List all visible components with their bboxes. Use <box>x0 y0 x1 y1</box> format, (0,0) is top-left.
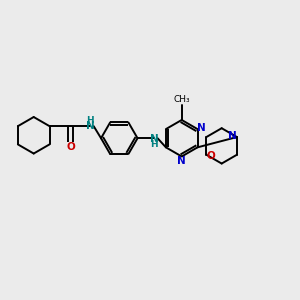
Text: N: N <box>86 121 94 131</box>
Text: N: N <box>150 134 158 143</box>
Text: O: O <box>66 142 75 152</box>
Text: O: O <box>206 151 215 161</box>
Text: N: N <box>177 156 186 166</box>
Text: H: H <box>150 140 158 149</box>
Text: H: H <box>86 116 94 125</box>
Text: CH₃: CH₃ <box>173 95 190 104</box>
Text: N: N <box>197 123 206 133</box>
Text: N: N <box>229 130 237 141</box>
